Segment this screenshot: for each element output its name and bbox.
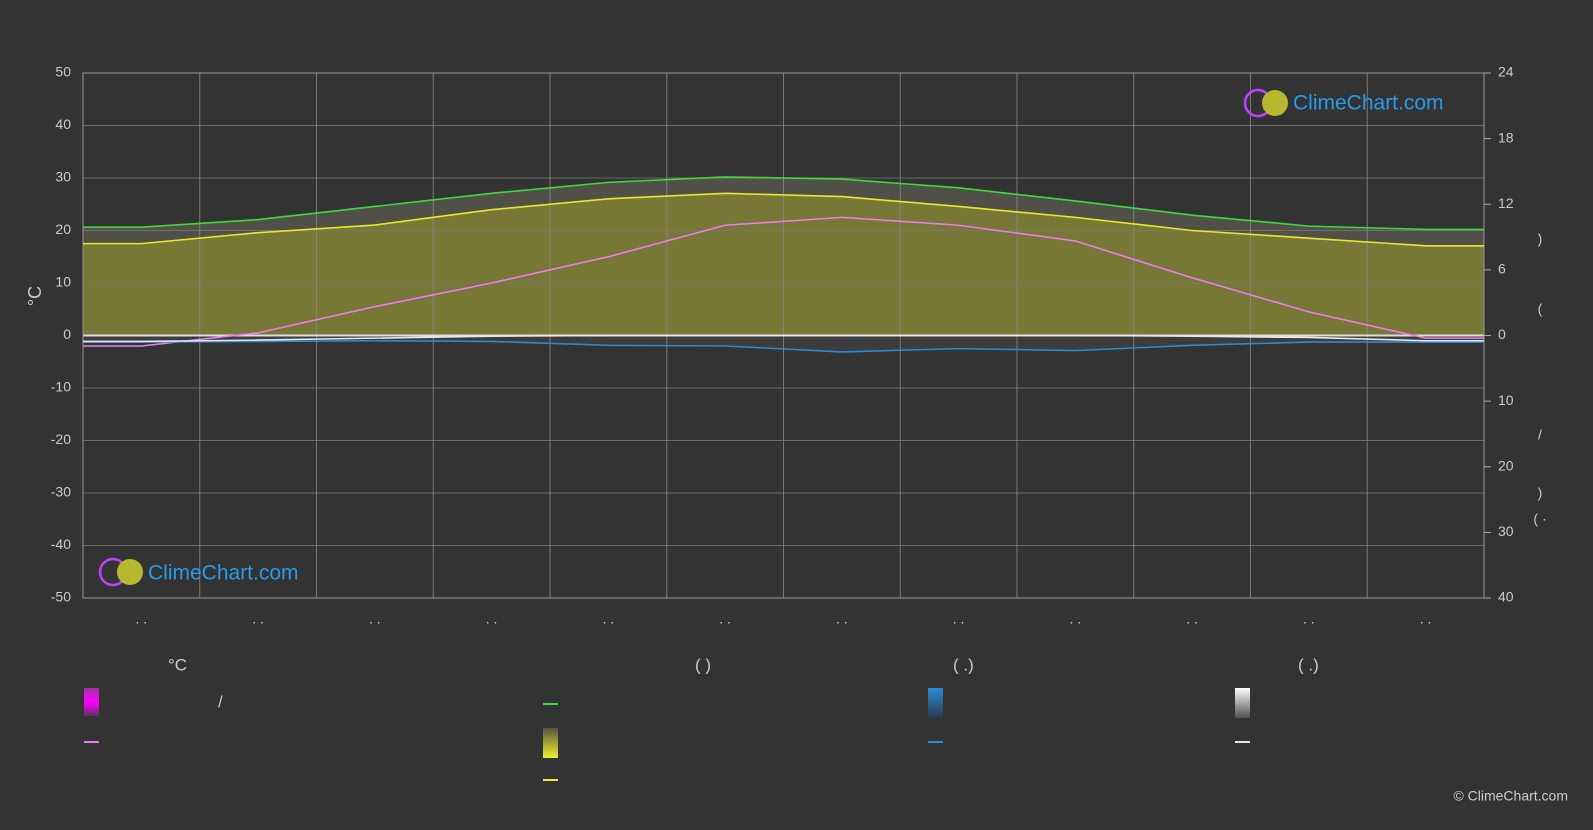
x-tick-label: . . xyxy=(1186,611,1198,627)
series-line xyxy=(83,216,1484,347)
x-tick-label: . . xyxy=(603,611,615,627)
y-tick-label: 20 xyxy=(55,221,71,237)
y2-axis-label: ( xyxy=(1538,301,1543,317)
series-line xyxy=(83,334,1484,343)
x-tick-label: . . xyxy=(252,611,264,627)
legend-header: ( .) xyxy=(953,655,974,674)
logo: ClimeChart.com xyxy=(98,557,299,587)
series-line xyxy=(83,192,1484,247)
logo-text: ClimeChart.com xyxy=(1293,92,1444,115)
y-tick-label: -40 xyxy=(51,536,71,552)
series-line xyxy=(83,339,1484,353)
legend-gradient xyxy=(928,688,943,718)
y3-tick-label: 40 xyxy=(1498,589,1514,605)
y3-tick-label: 30 xyxy=(1498,523,1514,539)
x-tick-label: . . xyxy=(1070,611,1082,627)
legend-gradient xyxy=(84,688,99,716)
y-tick-label: 10 xyxy=(55,274,71,290)
y2-tick-label: 24 xyxy=(1498,64,1514,80)
x-tick-label: . . xyxy=(1303,611,1315,627)
y2-axis-label: ) xyxy=(1538,485,1543,501)
legend-gradient xyxy=(543,728,558,758)
x-tick-label: . . xyxy=(1420,611,1432,627)
y-tick-label: -50 xyxy=(51,589,71,605)
y2-axis-label: ( · xyxy=(1533,511,1546,527)
legend-header: ( ) xyxy=(695,655,711,674)
y2-tick-label: 18 xyxy=(1498,129,1514,145)
x-tick-label: . . xyxy=(136,611,148,627)
y-tick-label: -10 xyxy=(51,379,71,395)
legend-note: / xyxy=(218,692,223,711)
y-tick-label: -30 xyxy=(51,484,71,500)
x-tick-label: . . xyxy=(719,611,731,627)
plot-area xyxy=(82,72,1485,599)
y2-tick-label: 12 xyxy=(1498,195,1514,211)
y-tick-label: 0 xyxy=(63,326,71,342)
x-tick-label: . . xyxy=(953,611,965,627)
x-tick-label: . . xyxy=(836,611,848,627)
logo: ClimeChart.com xyxy=(1243,88,1444,118)
series-line xyxy=(83,176,1484,231)
y2-tick-label: 0 xyxy=(1498,326,1506,342)
y-tick-label: -20 xyxy=(51,431,71,447)
y3-tick-label: 10 xyxy=(1498,392,1514,408)
legend-header: °C xyxy=(168,655,187,674)
y3-tick-label: 20 xyxy=(1498,457,1514,473)
legend-header: ( .) xyxy=(1298,655,1319,674)
y-axis-label: °C xyxy=(25,286,45,306)
y2-tick-label: 6 xyxy=(1498,261,1506,277)
x-tick-label: . . xyxy=(486,611,498,627)
copyright: © ClimeChart.com xyxy=(1453,788,1568,804)
y2-axis-label: ) xyxy=(1538,231,1543,247)
logo-text: ClimeChart.com xyxy=(148,562,299,585)
y-tick-label: 40 xyxy=(55,116,71,132)
x-tick-label: . . xyxy=(369,611,381,627)
legend-gradient xyxy=(1235,688,1250,718)
y2-axis-label: / xyxy=(1538,427,1542,443)
y-tick-label: 50 xyxy=(55,64,71,80)
y-tick-label: 30 xyxy=(55,169,71,185)
